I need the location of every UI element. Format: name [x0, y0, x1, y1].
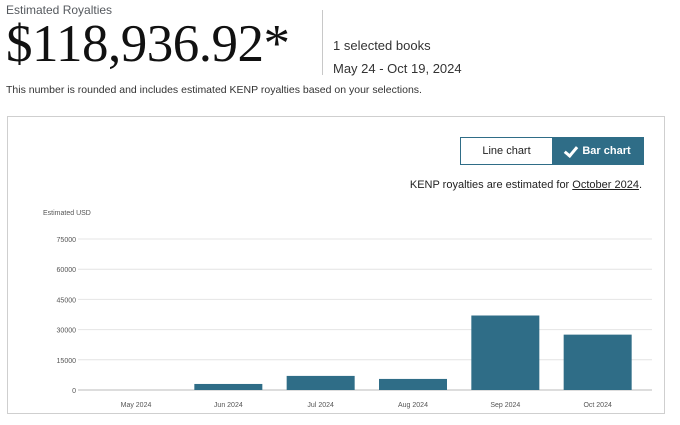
y-axis-label: Estimated USD	[43, 210, 91, 217]
kenp-month-link[interactable]: October 2024	[572, 179, 639, 191]
y-tick-label: 45000	[57, 297, 77, 304]
bar-jun-2024	[194, 383, 263, 390]
x-tick-label: May 2024	[121, 402, 152, 409]
estimated-royalties-label: Estimated Royalties	[6, 3, 113, 17]
rounding-note: This number is rounded and includes esti…	[6, 84, 422, 96]
bar-aug-2024	[379, 378, 447, 390]
kenp-note-prefix: KENP royalties are estimated for	[409, 179, 573, 191]
y-tick-label: 30000	[57, 328, 77, 335]
y-tick-label: 75000	[57, 237, 77, 244]
bar-chart-label: Bar chart	[582, 145, 631, 157]
line-chart-button[interactable]: Line chart	[461, 138, 552, 164]
royalties-bar-chart: Estimated USD 75000 60000 45000 30000 15000 0 M…	[43, 210, 652, 409]
kenp-note-suffix: .	[638, 179, 642, 191]
x-tick-label: Jun 2024	[214, 402, 243, 409]
bar-jul-2024	[286, 375, 355, 390]
y-tick-label: 0	[72, 388, 76, 395]
header-divider	[322, 10, 323, 75]
kenp-estimate-note: KENP royalties are estimated for October…	[410, 179, 642, 191]
x-tick-label: Sep 2024	[490, 402, 520, 409]
x-tick-label: Aug 2024	[398, 402, 428, 409]
x-tick-label: Oct 2024	[583, 402, 612, 409]
chart-type-toggle: Line chart Bar chart	[460, 137, 644, 165]
total-royalties-value: $118,936.92*	[6, 15, 290, 73]
bar-sep-2024	[471, 315, 540, 390]
y-tick-label: 15000	[57, 358, 77, 365]
line-chart-label: Line chart	[482, 145, 531, 157]
chart-panel: Line chart Bar chart KENP royalties are …	[7, 116, 665, 414]
bar-oct-2024	[563, 334, 632, 390]
bar-chart-button[interactable]: Bar chart	[552, 138, 643, 164]
selected-books-count: 1 selected books	[333, 38, 431, 53]
date-range: May 24 - Oct 19, 2024	[333, 61, 462, 76]
x-tick-label: Jul 2024	[307, 402, 334, 409]
y-tick-label: 60000	[57, 267, 77, 274]
